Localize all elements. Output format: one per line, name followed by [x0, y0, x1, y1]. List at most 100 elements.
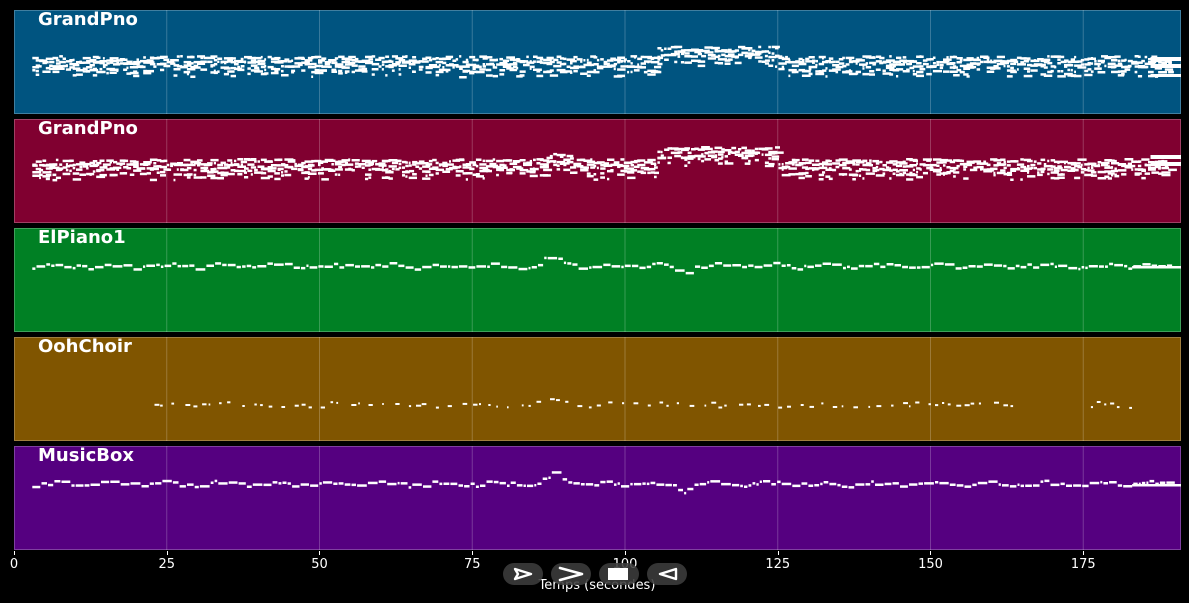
note: [244, 61, 246, 64]
note: [611, 265, 621, 268]
note: [740, 484, 743, 488]
note: [244, 176, 249, 179]
chevron-right-icon: [558, 566, 584, 582]
note: [227, 60, 234, 63]
rewind-button[interactable]: [647, 563, 687, 585]
note: [953, 175, 956, 178]
note: [42, 159, 47, 162]
note: [943, 58, 952, 61]
play-button[interactable]: [503, 563, 543, 585]
note: [257, 59, 266, 63]
note: [388, 159, 398, 162]
note: [65, 60, 73, 63]
note: [650, 171, 655, 174]
note: [190, 67, 193, 71]
note: [523, 484, 526, 487]
note: [931, 263, 934, 267]
note: [869, 159, 872, 162]
note: [1110, 402, 1115, 405]
note: [664, 47, 667, 50]
note: [939, 481, 949, 485]
note: [711, 54, 716, 57]
note: [553, 58, 559, 62]
note: [502, 65, 512, 68]
note: [334, 163, 342, 166]
note: [418, 68, 423, 71]
note: [580, 158, 585, 162]
note: [314, 168, 324, 172]
note: [980, 168, 982, 171]
note: [630, 482, 633, 486]
note: [328, 65, 332, 68]
note: [1044, 479, 1050, 483]
note: [573, 55, 578, 59]
note: [193, 162, 202, 165]
note: [458, 265, 468, 268]
note: [1131, 168, 1134, 171]
note: [993, 59, 1003, 63]
note: [724, 50, 734, 53]
note: [435, 406, 439, 409]
note: [603, 62, 610, 66]
note: [35, 167, 42, 171]
note: [230, 169, 236, 172]
note: [96, 56, 101, 59]
note: [838, 58, 844, 61]
note: [267, 166, 273, 169]
note: [1103, 482, 1108, 485]
note: [586, 58, 589, 62]
note: [842, 56, 845, 60]
note: [852, 60, 860, 63]
note: [260, 65, 266, 69]
note: [1114, 263, 1123, 267]
track-notes: [32, 10, 1181, 114]
note: [593, 164, 597, 168]
note: [570, 171, 577, 174]
note: [533, 68, 542, 71]
note: [86, 66, 93, 69]
note: [1121, 173, 1127, 176]
note: [300, 483, 309, 486]
note: [109, 57, 119, 60]
note: [1050, 165, 1056, 168]
note: [1003, 160, 1006, 164]
note: [614, 483, 617, 486]
note: [633, 159, 641, 163]
note: [133, 268, 142, 271]
note: [627, 171, 635, 174]
play-outline-icon: [513, 567, 533, 581]
note: [714, 146, 723, 150]
note: [412, 483, 422, 486]
note: [1027, 159, 1033, 163]
note: [1101, 55, 1108, 58]
note: [785, 55, 788, 59]
note: [627, 161, 633, 164]
note: [1064, 161, 1066, 165]
note: [499, 57, 503, 61]
note: [126, 60, 133, 64]
note: [42, 70, 51, 73]
note: [418, 65, 424, 69]
note: [848, 72, 858, 76]
note: [49, 170, 52, 174]
note: [1107, 177, 1112, 180]
note: [455, 166, 461, 169]
note: [1016, 68, 1019, 71]
note: [875, 162, 880, 165]
note: [536, 162, 541, 165]
note: [739, 403, 744, 406]
note: [1137, 55, 1141, 58]
note: [375, 163, 382, 166]
forward-button[interactable]: [551, 563, 591, 585]
note: [1127, 64, 1132, 68]
note: [160, 55, 168, 59]
stop-button[interactable]: [599, 563, 639, 585]
note: [627, 176, 636, 180]
note: [640, 163, 643, 167]
note: [341, 159, 350, 162]
note: [197, 62, 206, 65]
note: [230, 57, 236, 60]
note: [146, 264, 155, 267]
note: [260, 62, 266, 65]
